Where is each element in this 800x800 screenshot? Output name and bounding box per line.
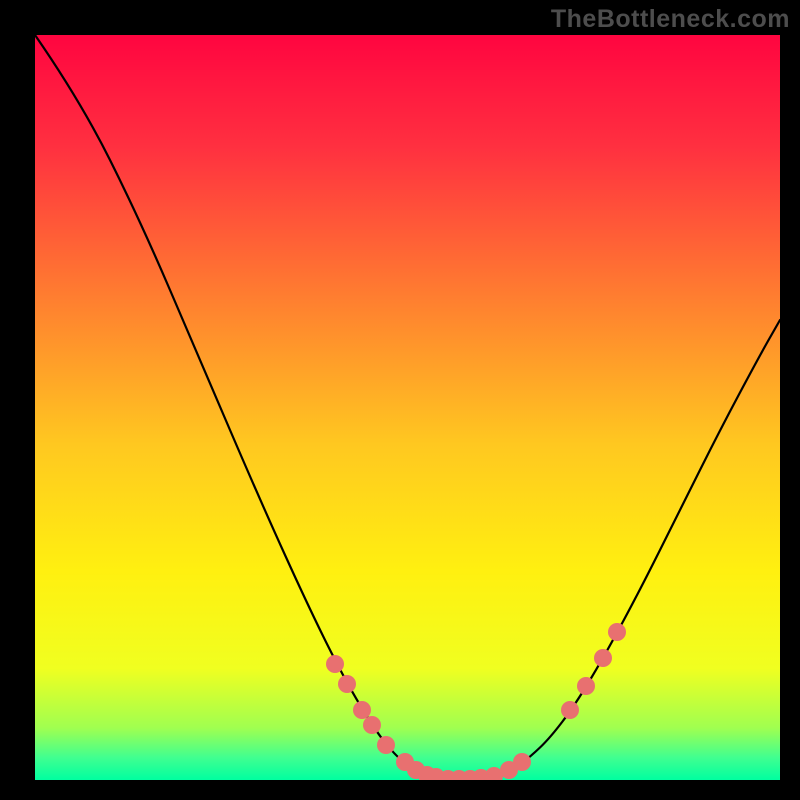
data-marker: [353, 701, 371, 719]
data-marker: [363, 716, 381, 734]
gradient-and-curve-layer: [0, 0, 800, 800]
data-marker: [608, 623, 626, 641]
data-marker: [377, 736, 395, 754]
data-marker: [577, 677, 595, 695]
gradient-background: [35, 35, 780, 780]
data-marker: [326, 655, 344, 673]
data-marker: [513, 753, 531, 771]
data-marker: [561, 701, 579, 719]
data-marker: [594, 649, 612, 667]
data-marker: [338, 675, 356, 693]
watermark-text: TheBottleneck.com: [551, 5, 790, 34]
